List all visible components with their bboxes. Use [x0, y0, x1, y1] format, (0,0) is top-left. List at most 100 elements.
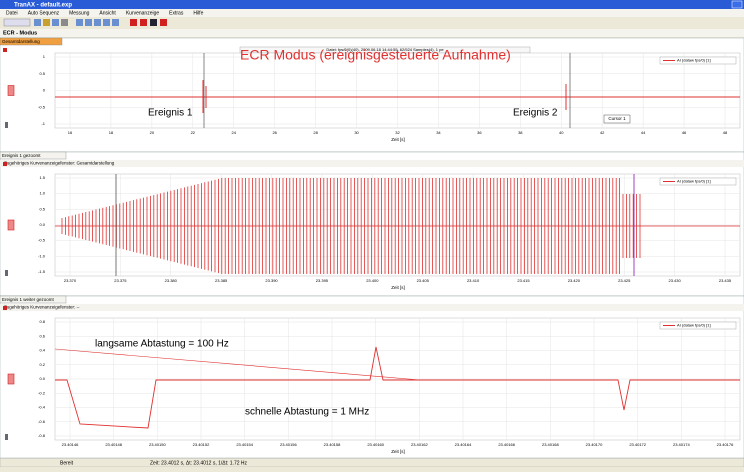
- y-tick-label: 0.6: [39, 333, 45, 338]
- y-tick-label: 1: [43, 54, 46, 59]
- x-tick-label: 23.40150: [149, 442, 166, 447]
- x-tick-label: 36: [477, 130, 482, 135]
- side-icon[interactable]: [3, 306, 7, 310]
- panel-tab[interactable]: [0, 295, 67, 304]
- x-tick-label: 23.40172: [629, 442, 646, 447]
- side-icon[interactable]: [3, 162, 7, 166]
- y-tick-label: 0.5: [39, 206, 45, 211]
- waveform: [55, 346, 740, 429]
- x-tick-label: 28: [313, 130, 318, 135]
- menu-item[interactable]: Messung: [69, 10, 90, 16]
- y-tick-label: 0.0: [39, 222, 45, 227]
- menu-item[interactable]: Extras: [169, 10, 184, 16]
- x-tick-label: 23.430: [668, 278, 681, 283]
- panel-tab[interactable]: [0, 37, 63, 46]
- x-tick-label: 23.40148: [105, 442, 122, 447]
- y-tick-label: 0: [43, 88, 46, 93]
- y-tick-label: -0.5: [38, 104, 46, 109]
- x-tick-label: 42: [600, 130, 605, 135]
- legend: [659, 321, 737, 330]
- x-tick-label: 48: [723, 130, 728, 135]
- x-tick-label: 23.405: [417, 278, 430, 283]
- x-tick-label: 23.40152: [193, 442, 210, 447]
- y-tick-label: 0.4: [39, 348, 45, 353]
- annotation: schnelle Abtastung = 1 MHz: [245, 407, 369, 418]
- title-bar: [0, 0, 744, 9]
- subtitle-bar: [0, 304, 744, 311]
- x-tick-label: 23.435: [719, 278, 732, 283]
- y-tick-label: 0.5: [39, 71, 45, 76]
- x-tick-label: 23.380: [165, 278, 178, 283]
- x-tick-label: 23.40174: [673, 442, 690, 447]
- slow-waveform: [54, 348, 421, 381]
- panel-tab[interactable]: [0, 151, 67, 160]
- x-tick-label: 23.385: [215, 278, 228, 283]
- y-tick-label: -1: [41, 121, 45, 126]
- menu-item[interactable]: Auto Sequenz: [28, 10, 60, 16]
- x-tick-label: 23.40158: [324, 442, 341, 447]
- subtitle-bar: [0, 160, 744, 167]
- x-tick-label: 23.40176: [717, 442, 734, 447]
- x-tick-label: 23.395: [316, 278, 329, 283]
- x-tick-label: 32: [395, 130, 400, 135]
- status-text: Bereit: [60, 460, 74, 466]
- side-icon[interactable]: [5, 122, 8, 128]
- y-tick-label: -0.5: [38, 238, 46, 243]
- x-tick-label: 46: [682, 130, 687, 135]
- panel-tab-label[interactable]: Ereignis 1 gezoomt: [2, 153, 41, 158]
- x-tick-label: 23.410: [467, 278, 480, 283]
- side-icon[interactable]: [7, 373, 15, 385]
- x-tick-label: 23.370: [64, 278, 77, 283]
- y-tick-label: -1.5: [38, 269, 46, 274]
- legend-label: AI (dataw fps/0) [1]: [677, 58, 711, 63]
- x-axis-label: Zeit [s]: [391, 449, 405, 454]
- x-tick-label: 23.40160: [367, 442, 384, 447]
- waveform: [55, 80, 740, 113]
- x-tick-label: 20: [150, 130, 155, 135]
- panel-subtitle: Zugehöriges Kurvenanzeigefenster: --: [4, 305, 80, 310]
- side-icon[interactable]: [7, 219, 15, 231]
- window-title: TranAX - default.exp: [14, 3, 72, 9]
- x-tick-label: 23.375: [114, 278, 127, 283]
- x-tick-label: 38: [518, 130, 523, 135]
- x-tick-label: 40: [559, 130, 564, 135]
- x-tick-label: 23.40146: [62, 442, 79, 447]
- x-tick-label: 23.425: [618, 278, 631, 283]
- x-axis-label: Zeit [s]: [391, 285, 405, 290]
- toolbar-icons: [3, 18, 167, 27]
- side-icon[interactable]: [3, 48, 7, 52]
- x-tick-label: 23.40156: [280, 442, 297, 447]
- cursor-box: [603, 114, 631, 124]
- side-icon[interactable]: [7, 85, 15, 96]
- mode-label: ECR - Modus: [3, 30, 37, 36]
- mode-bar: [0, 29, 744, 37]
- x-tick-label: 26: [272, 130, 277, 135]
- y-tick-label: -0.2: [38, 390, 46, 395]
- panel-tab-label[interactable]: Ereignis 1 weiter gezoomt: [2, 297, 55, 302]
- window-button[interactable]: [731, 0, 743, 9]
- annotation: Ereignis 2: [513, 108, 558, 119]
- y-tick-label: -0.6: [38, 419, 46, 424]
- x-tick-label: 23.40168: [542, 442, 559, 447]
- x-tick-label: 23.420: [568, 278, 581, 283]
- menu-item[interactable]: Ansicht: [99, 10, 116, 16]
- x-tick-label: 23.40170: [586, 442, 603, 447]
- menu-item[interactable]: Kurvenanzeige: [126, 10, 160, 16]
- panel-header: Datei: fps/0(0)(40), 2009.06.18 14:44:55…: [326, 47, 444, 52]
- annotation: Ereignis 1: [148, 108, 193, 119]
- legend-label: AI (dataw fps/0) [1]: [677, 179, 711, 184]
- y-tick-label: 1.5: [39, 175, 45, 180]
- side-icon[interactable]: [5, 434, 8, 440]
- legend: [659, 56, 737, 65]
- menu-item[interactable]: Hilfe: [193, 10, 203, 16]
- toolbar: [0, 17, 744, 28]
- x-tick-label: 18: [109, 130, 114, 135]
- x-tick-label: 23.40166: [498, 442, 515, 447]
- panel-tab-label[interactable]: Gesamtdarstellung: [2, 39, 40, 44]
- y-tick-label: -1.0: [38, 253, 46, 258]
- menu-bar: [0, 9, 744, 17]
- menu-item[interactable]: Datei: [6, 10, 18, 16]
- side-icon[interactable]: [5, 270, 8, 276]
